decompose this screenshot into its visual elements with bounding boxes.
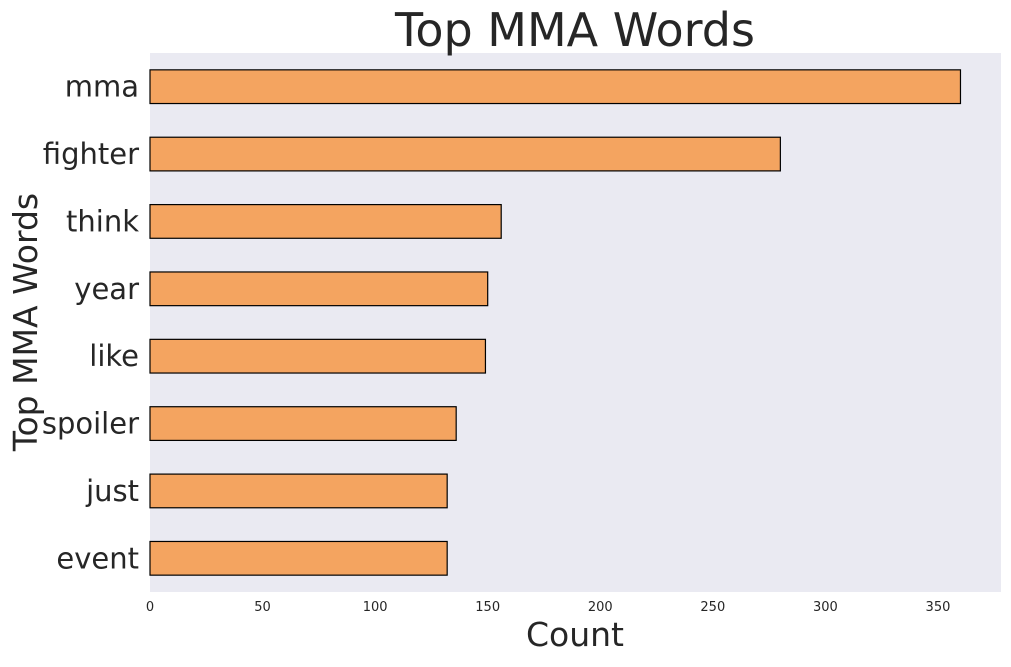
- y-axis-label: Top MMA Words: [6, 193, 45, 452]
- y-tick-labels: mma fighter think year like spoiler just event: [42, 70, 139, 576]
- y-tick-label: fighter: [43, 137, 139, 171]
- x-tick-label: 200: [588, 600, 613, 615]
- y-tick-label: like: [89, 339, 139, 373]
- x-tick-label: 50: [254, 600, 271, 615]
- x-tick-label: 350: [926, 600, 951, 615]
- y-tick-label: spoiler: [42, 407, 139, 441]
- y-tick-label: event: [56, 541, 139, 575]
- bar-event: [149, 540, 448, 576]
- x-tick-label: 0: [146, 600, 154, 615]
- x-axis-label: Count: [526, 615, 624, 654]
- bar-just: [149, 473, 448, 509]
- bar-spoiler: [149, 406, 457, 442]
- bar-fighter: [149, 136, 781, 172]
- x-tick-label: 250: [700, 600, 725, 615]
- y-tick-label: think: [66, 204, 139, 238]
- bar-year: [149, 271, 489, 307]
- x-tick-labels: 0 50 100 150 200 250 300 350: [146, 600, 951, 615]
- bar-mma: [149, 69, 962, 105]
- bars-group: [149, 69, 962, 576]
- x-tick-label: 100: [363, 600, 388, 615]
- y-tick-label: year: [74, 272, 139, 306]
- x-tick-label: 300: [813, 600, 838, 615]
- bar-like: [149, 338, 487, 374]
- y-tick-label: just: [85, 474, 139, 508]
- chart-title: Top MMA Words: [394, 3, 755, 57]
- plot-area: [150, 53, 1001, 592]
- bar-think: [149, 203, 502, 239]
- x-tick-label: 150: [475, 600, 500, 615]
- y-tick-label: mma: [65, 70, 139, 104]
